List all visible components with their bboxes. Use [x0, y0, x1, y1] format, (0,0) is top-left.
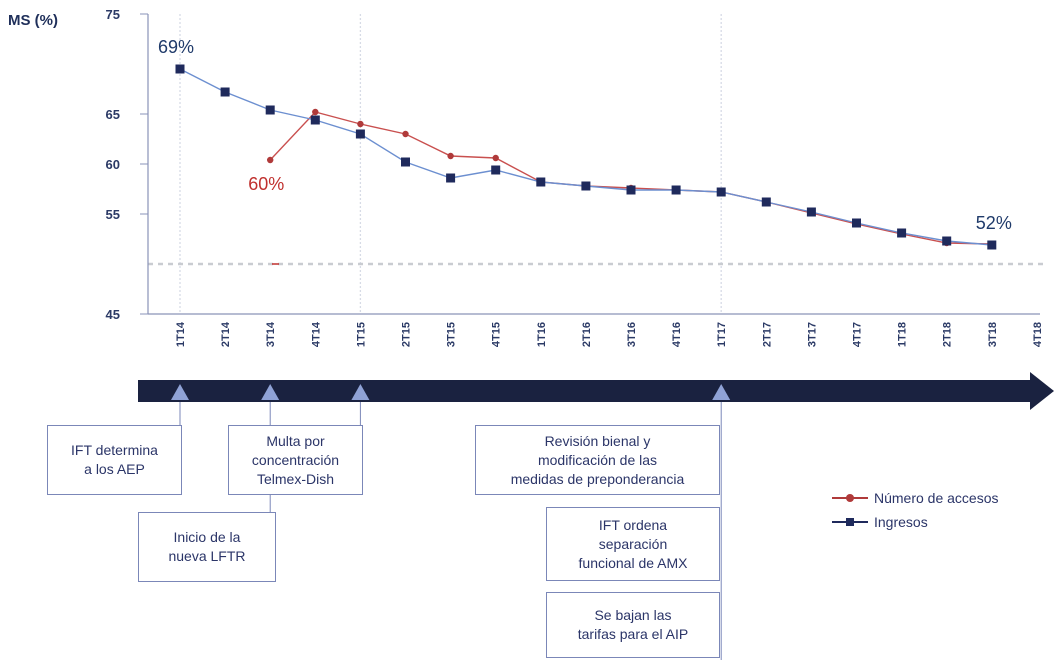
legend-label: Ingresos: [874, 514, 928, 530]
series-line-ingresos: [179, 68, 992, 246]
x-tick-label: 2T17: [761, 322, 773, 347]
y-axis-ticks: 45 55 60 65 75: [106, 7, 148, 322]
y-tick-label: 45: [106, 307, 120, 322]
x-tick-label: 1T15: [355, 322, 367, 347]
x-tick-label: 4T14: [310, 321, 322, 347]
point-ingresos: [175, 64, 185, 74]
event-text: Revisión bienal y: [544, 432, 651, 449]
event-box-ift-determina: IFT determina a los AEP: [47, 425, 182, 495]
x-tick-label: 3T18: [987, 322, 999, 347]
x-tick-label: 1T14: [175, 321, 187, 347]
y-tick-label: 75: [106, 7, 120, 22]
x-tick-label: 2T14: [220, 321, 232, 347]
x-tick-label: 3T15: [446, 322, 458, 347]
point-ingresos: [671, 185, 681, 195]
timeline-arrowhead: [1030, 372, 1054, 410]
timeline-marker-triangle: [261, 384, 280, 400]
point-accesos: [357, 120, 364, 128]
event-box-separacion-funcional: IFT ordena separación funcional de AMX: [546, 507, 720, 581]
legend-item-accesos: Número de accesos: [832, 486, 999, 510]
chart-legend: Número de accesos Ingresos: [832, 486, 999, 534]
y-tick-label: 65: [106, 107, 120, 122]
timeline-marker-triangle: [712, 384, 731, 400]
x-tick-label: 1T16: [536, 322, 548, 347]
event-text: Telmex-Dish: [256, 470, 334, 487]
event-box-revision-bienal: Revisión bienal y modificación de las me…: [475, 425, 720, 495]
point-ingresos: [897, 228, 907, 238]
x-tick-label: 4T16: [671, 322, 683, 347]
point-ingresos: [536, 177, 546, 187]
event-text: tarifas para el AIP: [577, 626, 689, 642]
point-ingresos: [942, 236, 952, 246]
point-accesos: [402, 130, 409, 138]
event-text: IFT determina: [71, 442, 158, 458]
x-tick-label: 3T14: [265, 321, 277, 347]
data-annotation: 52%: [976, 213, 1012, 233]
y-tick-label: 55: [106, 207, 120, 222]
event-text: separación: [598, 535, 668, 552]
event-text: medidas de preponderancia: [510, 470, 685, 487]
x-tick-label: 1T17: [716, 322, 728, 347]
point-ingresos: [761, 197, 771, 207]
event-text: nueva LFTR: [168, 548, 246, 564]
annotations-group: 69% 60% 52%: [158, 37, 1012, 233]
legend-marker-circle: [832, 491, 868, 505]
timeline-marker-triangle: [351, 384, 370, 400]
point-ingresos: [987, 240, 997, 250]
point-ingresos: [310, 115, 320, 125]
series-line-accesos: [269, 111, 992, 245]
event-text: Se bajan las: [594, 607, 672, 623]
point-ingresos: [806, 207, 816, 217]
event-text: concentración: [251, 451, 340, 468]
point-ingresos: [852, 218, 861, 228]
event-text: a los AEP: [84, 461, 145, 477]
timeline-marker-triangle: [171, 384, 189, 400]
point-ingresos: [401, 157, 410, 167]
event-box-inicio-lftr: Inicio de la nueva LFTR: [138, 512, 276, 582]
data-annotation: 69%: [158, 37, 194, 57]
event-box-tarifas-aip: Se bajan las tarifas para el AIP: [546, 592, 720, 658]
x-tick-label: 4T18: [1032, 322, 1044, 347]
data-annotation: 60%: [248, 174, 284, 194]
point-ingresos: [581, 181, 591, 191]
legend-label: Número de accesos: [874, 490, 999, 506]
event-vertical-lines: [179, 14, 722, 314]
point-accesos: [492, 154, 499, 162]
x-tick-label: 3T17: [806, 322, 818, 347]
y-axis-title: MS (%): [8, 12, 58, 29]
x-tick-label: 4T15: [491, 322, 503, 347]
x-axis-ticks: 1T14 2T14 3T14 4T14 1T15 2T15 3T15 4T15 1T16 2T16…: [175, 321, 1044, 347]
event-text: funcional de AMX: [578, 554, 688, 571]
point-ingresos: [355, 129, 365, 139]
x-tick-label: 3T16: [626, 322, 638, 347]
event-box-multa: Multa por concentración Telmex-Dish: [228, 425, 363, 495]
point-ingresos: [446, 173, 456, 183]
x-tick-label: 2T16: [581, 322, 593, 347]
axes-group: [147, 14, 1040, 315]
point-accesos: [312, 108, 319, 116]
x-tick-label: 4T17: [852, 322, 864, 347]
point-accesos: [447, 152, 454, 160]
point-ingresos: [491, 165, 501, 175]
point-accesos: [267, 156, 274, 164]
series-group: [175, 64, 997, 250]
point-ingresos: [716, 187, 726, 197]
event-text: Inicio de la: [173, 529, 241, 545]
timeline-arrow-group: [138, 372, 1054, 660]
x-tick-label: 2T18: [942, 322, 954, 347]
event-text: Multa por: [266, 432, 325, 449]
point-ingresos: [265, 105, 275, 115]
legend-item-ingresos: Ingresos: [832, 510, 999, 534]
point-ingresos: [220, 87, 230, 97]
y-tick-label: 60: [106, 157, 120, 172]
point-ingresos: [626, 185, 636, 195]
x-tick-label: 2T15: [401, 322, 413, 347]
legend-marker-square: [832, 515, 868, 529]
event-text: IFT ordena: [598, 516, 668, 533]
x-tick-label: 1T18: [897, 322, 909, 347]
event-text: modificación de las: [537, 451, 658, 468]
